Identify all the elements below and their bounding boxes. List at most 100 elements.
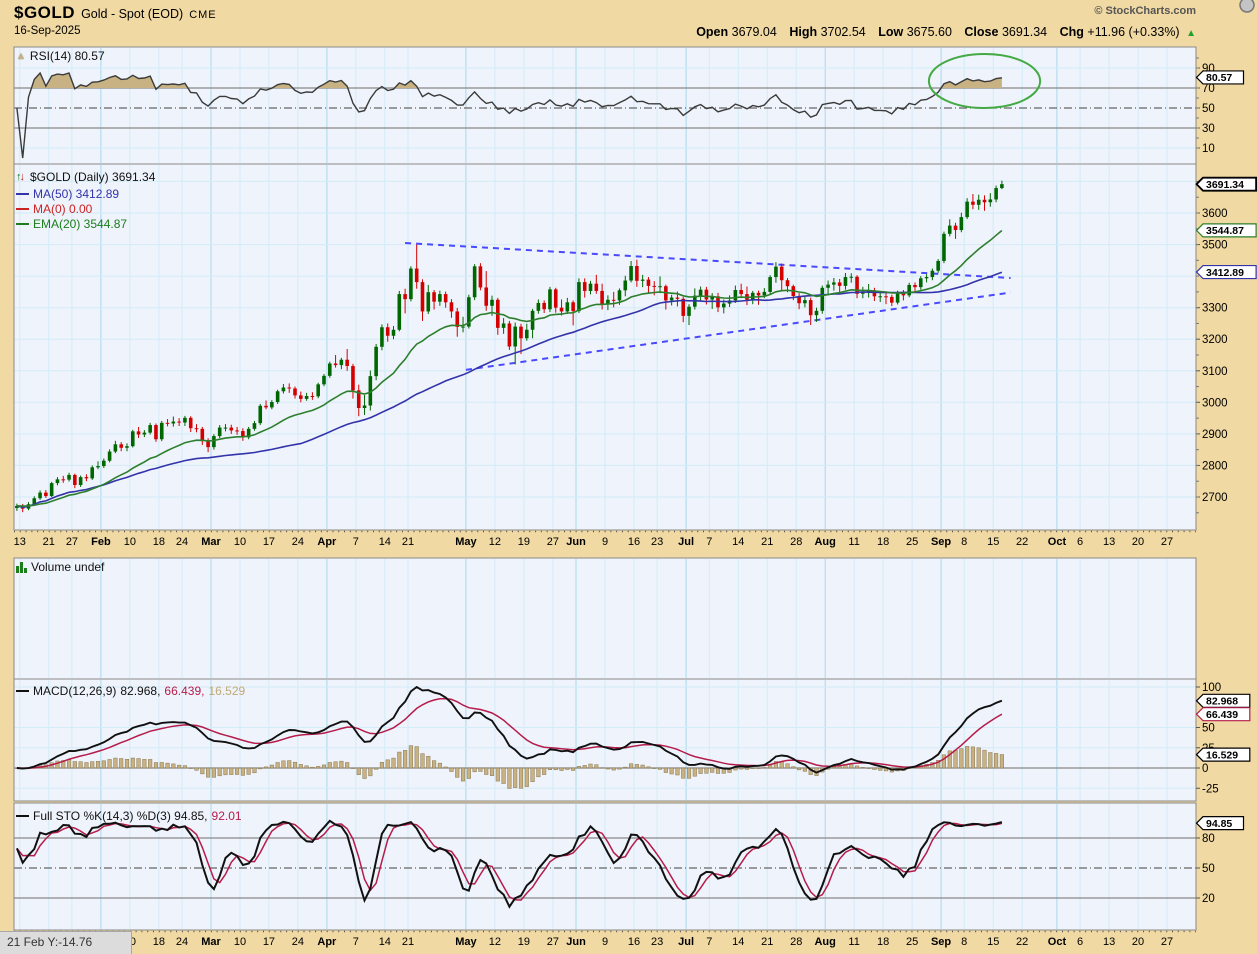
price-legend-label: $GOLD (Daily) 3691.34 bbox=[30, 170, 156, 184]
svg-text:Oct: Oct bbox=[1048, 936, 1067, 948]
svg-text:25: 25 bbox=[906, 936, 918, 948]
ma50-line bbox=[16, 271, 1003, 509]
macd-main-value: 82.968, bbox=[120, 684, 161, 698]
ma50-legend: MA(50) 3412.89 bbox=[16, 187, 119, 201]
svg-text:Apr: Apr bbox=[317, 936, 337, 948]
svg-text:11: 11 bbox=[848, 536, 859, 548]
axis-callout bbox=[1195, 693, 1251, 708]
chart-date: 16-Sep-2025 bbox=[14, 25, 81, 37]
svg-text:14: 14 bbox=[732, 936, 744, 948]
ema20-legend: EMA(20) 3544.87 bbox=[16, 217, 127, 231]
volume-legend: Volume undef bbox=[16, 560, 104, 574]
svg-text:9: 9 bbox=[602, 936, 608, 948]
svg-text:13: 13 bbox=[1103, 936, 1115, 948]
svg-text:8: 8 bbox=[961, 536, 967, 548]
svg-text:94.85: 94.85 bbox=[1206, 818, 1232, 830]
svg-text:24: 24 bbox=[292, 536, 304, 548]
axis-callout bbox=[1195, 816, 1245, 831]
svg-text:3500: 3500 bbox=[1202, 240, 1228, 252]
price-panel-series bbox=[15, 180, 1011, 513]
axis-callout bbox=[1195, 747, 1251, 762]
svg-text:12: 12 bbox=[489, 936, 501, 948]
macd-legend: MACD(12,26,9) 82.968, 66.439, 16.529 bbox=[16, 684, 245, 698]
svg-text:13: 13 bbox=[14, 536, 26, 548]
svg-text:27: 27 bbox=[547, 536, 559, 548]
svg-text:100: 100 bbox=[1202, 682, 1221, 694]
svg-text:19: 19 bbox=[518, 536, 530, 548]
price-updown-arrows-icon: ↑↓ bbox=[16, 171, 25, 183]
ema20-line bbox=[16, 229, 1003, 507]
svg-text:Jun: Jun bbox=[566, 936, 586, 948]
svg-text:24: 24 bbox=[292, 936, 304, 948]
svg-text:18: 18 bbox=[153, 536, 165, 548]
quote-summary: Open 3679.04 High 3702.54 Low 3675.60 Cl… bbox=[696, 25, 1196, 39]
svg-text:3100: 3100 bbox=[1202, 366, 1228, 378]
ema20-line-icon bbox=[16, 223, 29, 225]
gridlines bbox=[14, 48, 1196, 929]
svg-text:Sep: Sep bbox=[931, 536, 951, 548]
svg-text:13: 13 bbox=[1103, 536, 1115, 548]
svg-text:Sep: Sep bbox=[931, 936, 951, 948]
wedge-trendline bbox=[465, 291, 1011, 371]
axis-callout bbox=[1195, 70, 1245, 85]
svg-text:27: 27 bbox=[547, 936, 559, 948]
exchange: CME bbox=[189, 9, 217, 21]
svg-text:2900: 2900 bbox=[1202, 429, 1228, 441]
svg-text:66.439: 66.439 bbox=[1206, 709, 1238, 721]
svg-text:50: 50 bbox=[1202, 723, 1215, 735]
macd-line bbox=[16, 685, 1003, 774]
svg-text:Apr: Apr bbox=[317, 536, 337, 548]
svg-text:20: 20 bbox=[1132, 936, 1144, 948]
volume-legend-label: Volume undef bbox=[31, 560, 105, 574]
svg-text:3412.89: 3412.89 bbox=[1206, 267, 1244, 279]
svg-text:3300: 3300 bbox=[1202, 303, 1228, 315]
svg-text:18: 18 bbox=[153, 936, 165, 948]
svg-text:Aug: Aug bbox=[814, 536, 835, 548]
svg-text:7: 7 bbox=[353, 536, 359, 548]
svg-text:7: 7 bbox=[706, 536, 712, 548]
ma0-legend: MA(0) 0.00 bbox=[16, 202, 92, 216]
close-value: 3691.34 bbox=[1001, 25, 1048, 39]
close-label: Close bbox=[964, 25, 999, 39]
svg-text:14: 14 bbox=[732, 536, 744, 548]
svg-text:3000: 3000 bbox=[1202, 397, 1228, 409]
svg-text:14: 14 bbox=[379, 936, 391, 948]
axis-callout bbox=[1195, 707, 1251, 722]
svg-text:30: 30 bbox=[1202, 123, 1215, 135]
svg-text:15: 15 bbox=[987, 936, 999, 948]
svg-text:18: 18 bbox=[877, 536, 889, 548]
crosshair-readout: 21 Feb Y:-14.76 bbox=[0, 931, 132, 954]
open-label: Open bbox=[696, 25, 729, 39]
svg-text:May: May bbox=[455, 936, 477, 948]
svg-text:May: May bbox=[455, 536, 477, 548]
svg-text:22: 22 bbox=[1016, 536, 1028, 548]
macd-panel-series bbox=[14, 685, 1004, 789]
svg-text:28: 28 bbox=[790, 936, 802, 948]
svg-text:23: 23 bbox=[651, 536, 663, 548]
svg-text:3600: 3600 bbox=[1202, 208, 1228, 220]
svg-text:25: 25 bbox=[906, 536, 918, 548]
axis-callout bbox=[1195, 223, 1257, 238]
svg-text:21: 21 bbox=[402, 536, 414, 548]
svg-text:82.968: 82.968 bbox=[1206, 696, 1238, 708]
svg-text:27: 27 bbox=[66, 536, 78, 548]
svg-text:19: 19 bbox=[518, 936, 530, 948]
svg-text:18: 18 bbox=[877, 936, 889, 948]
svg-text:3200: 3200 bbox=[1202, 334, 1228, 346]
chg-up-triangle-icon: ▲ bbox=[1186, 28, 1196, 39]
svg-text:8: 8 bbox=[961, 936, 967, 948]
macd-hist-value: 16.529 bbox=[208, 684, 246, 698]
corner-widget-icon[interactable] bbox=[1239, 0, 1255, 13]
svg-text:22: 22 bbox=[1016, 936, 1028, 948]
axis-callout bbox=[1195, 264, 1257, 280]
svg-text:-25: -25 bbox=[1202, 783, 1219, 795]
svg-text:50: 50 bbox=[1202, 863, 1215, 875]
svg-text:10: 10 bbox=[124, 536, 136, 548]
svg-text:2700: 2700 bbox=[1202, 492, 1228, 504]
svg-text:17: 17 bbox=[263, 536, 275, 548]
svg-text:27: 27 bbox=[1161, 536, 1173, 548]
chart-header: $GOLD Gold - Spot (EOD) CME bbox=[14, 3, 217, 23]
svg-text:3691.34: 3691.34 bbox=[1206, 179, 1244, 191]
